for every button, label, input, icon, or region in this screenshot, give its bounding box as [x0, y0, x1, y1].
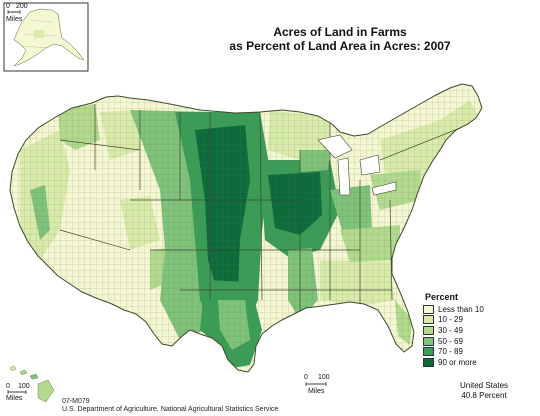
legend-title: Percent — [425, 292, 459, 302]
main-scale — [305, 382, 327, 386]
legend-swatch — [423, 347, 434, 357]
legend-label: 70 - 89 — [438, 347, 463, 357]
hawaii-scale-value: 100 — [18, 383, 30, 390]
legend-item: 90 or more — [423, 357, 533, 368]
hawaii-kauai — [9, 365, 17, 372]
legend-swatch — [423, 325, 434, 335]
us-summary: United States 40.8 Percent — [444, 381, 524, 401]
legend: Percent Less than 10 10 - 29 30 - 49 50 … — [423, 292, 533, 368]
lake-huron — [359, 154, 381, 176]
legend-label: 90 or more — [438, 357, 477, 367]
legend-item: 30 - 49 — [423, 325, 533, 336]
hawaii-scale-zero: 0 — [6, 383, 10, 390]
hawaii-scale-ticks — [7, 390, 27, 394]
alaska-scale-unit: Miles — [6, 16, 23, 23]
legend-swatch — [423, 304, 434, 314]
hawaii-inset — [7, 365, 55, 403]
map-title-line-1: Acres of Land in Farms — [273, 25, 407, 39]
legend-swatch — [423, 336, 434, 346]
legend-item: 50 - 69 — [423, 336, 533, 347]
source-credit: U.S. Department of Agriculture, National… — [62, 406, 279, 413]
main-scale-zero: 0 — [304, 374, 308, 381]
state-boundaries — [59, 104, 481, 320]
legend-label: 10 - 29 — [438, 315, 463, 325]
main-scale-unit: Miles — [308, 388, 325, 395]
legend-item: Less than 10 — [423, 304, 533, 315]
main-scale-ticks — [305, 382, 327, 386]
alaska-scale-ticks — [7, 10, 21, 14]
alaska-shape — [13, 8, 85, 67]
hawaii-oahu — [19, 369, 28, 376]
lake-superior — [317, 134, 353, 159]
legend-label: Less than 10 — [438, 304, 484, 314]
legend-label: 50 - 69 — [438, 336, 463, 346]
legend-item: 70 - 89 — [423, 346, 533, 357]
alaska-scale-zero: 0 — [6, 3, 10, 10]
main-scale-value: 100 — [318, 374, 330, 381]
legend-label: 30 - 49 — [438, 325, 463, 335]
us-outline — [9, 83, 483, 373]
alaska-inset — [3, 2, 89, 72]
us-summary-value: 40.8 Percent — [461, 391, 507, 400]
lake-michigan — [337, 157, 351, 196]
lake-erie — [371, 181, 397, 196]
legend-swatch — [423, 357, 434, 367]
alaska-scale-value: 200 — [16, 3, 28, 10]
legend-item: 10 - 29 — [423, 315, 533, 326]
legend-swatch — [423, 315, 434, 325]
map-id: 07-M079 — [62, 398, 90, 405]
alaska-farm-area — [34, 30, 44, 38]
hawaii-scale-unit: Miles — [6, 395, 23, 402]
hawaii-maui — [29, 373, 39, 380]
us-summary-label: United States — [459, 381, 509, 390]
map-title-line-2: as Percent of Land Area in Acres: 2007 — [229, 39, 451, 53]
hawaii-big-island — [37, 379, 55, 403]
